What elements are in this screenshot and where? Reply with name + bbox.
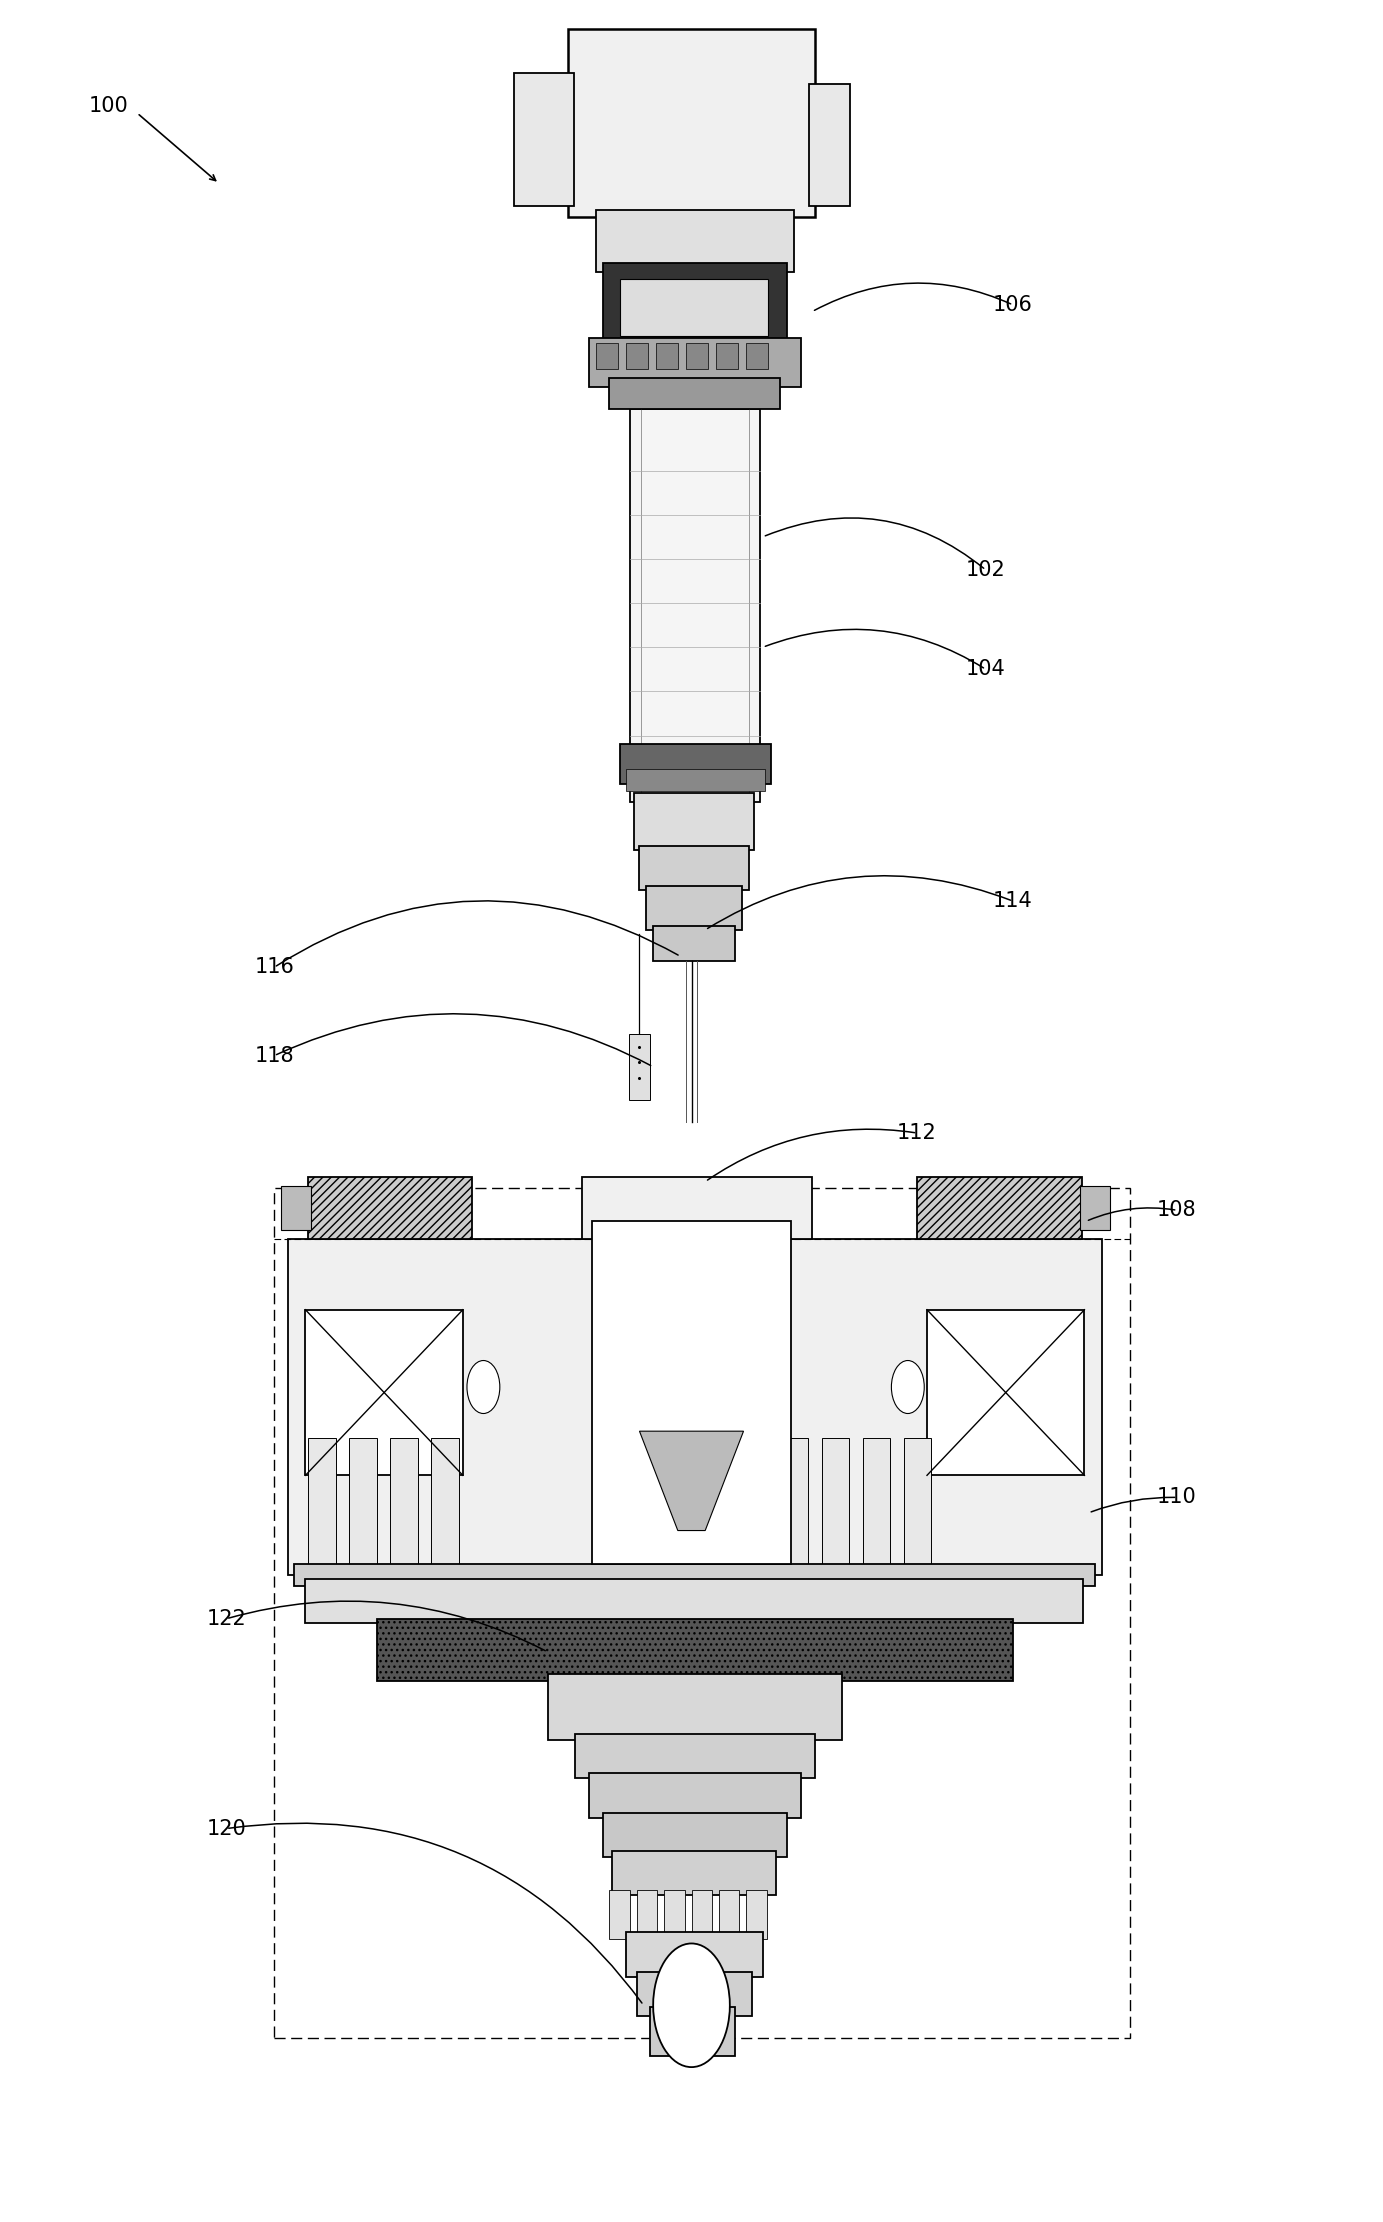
- Bar: [610, 378, 780, 409]
- Bar: [636, 1891, 657, 1940]
- Bar: [288, 1240, 1102, 1575]
- Bar: [917, 1178, 1082, 1240]
- Bar: [1080, 1187, 1111, 1231]
- Bar: [903, 1438, 931, 1571]
- Bar: [281, 1187, 311, 1231]
- Text: 112: 112: [896, 1122, 936, 1142]
- Text: 116: 116: [254, 958, 295, 978]
- Bar: [625, 1933, 762, 1978]
- Bar: [350, 1438, 376, 1571]
- Text: 118: 118: [254, 1047, 295, 1067]
- Bar: [716, 342, 739, 369]
- Bar: [603, 262, 787, 342]
- Bar: [613, 1851, 776, 1895]
- Bar: [306, 1580, 1083, 1624]
- Bar: [646, 887, 743, 931]
- Bar: [548, 1673, 842, 1740]
- Bar: [306, 1309, 463, 1475]
- Bar: [513, 73, 574, 207]
- Bar: [822, 1438, 849, 1571]
- Bar: [653, 927, 736, 960]
- Polygon shape: [639, 1431, 744, 1531]
- Bar: [664, 1891, 685, 1940]
- Bar: [621, 278, 768, 336]
- Bar: [656, 342, 678, 369]
- Bar: [747, 1891, 766, 1940]
- Bar: [633, 793, 755, 851]
- Text: 106: 106: [993, 296, 1033, 316]
- Bar: [274, 1189, 1130, 2038]
- Bar: [376, 1620, 1014, 1680]
- Text: 102: 102: [965, 560, 1005, 580]
- Bar: [295, 1564, 1095, 1587]
- Text: 110: 110: [1158, 1487, 1196, 1507]
- Text: 100: 100: [89, 96, 129, 116]
- Bar: [596, 211, 794, 271]
- Bar: [592, 1222, 791, 1564]
- Text: 108: 108: [1158, 1200, 1196, 1220]
- Bar: [431, 1438, 459, 1571]
- Bar: [780, 1438, 808, 1571]
- Bar: [809, 84, 851, 207]
- Bar: [589, 1773, 801, 1818]
- Bar: [686, 342, 708, 369]
- Bar: [629, 409, 759, 802]
- Bar: [589, 338, 801, 387]
- Bar: [568, 29, 815, 218]
- Bar: [308, 1178, 473, 1240]
- Bar: [639, 847, 750, 891]
- Bar: [625, 769, 765, 791]
- Circle shape: [892, 1360, 924, 1413]
- Bar: [719, 1891, 740, 1940]
- Bar: [650, 2006, 736, 2055]
- Bar: [636, 1973, 752, 2015]
- Circle shape: [653, 1944, 730, 2066]
- Circle shape: [467, 1360, 499, 1413]
- Bar: [625, 342, 647, 369]
- Text: 114: 114: [993, 891, 1033, 911]
- Bar: [596, 342, 618, 369]
- Text: 120: 120: [207, 1818, 246, 1838]
- Bar: [603, 1813, 787, 1858]
- Bar: [747, 342, 768, 369]
- Bar: [390, 1438, 418, 1571]
- Text: 104: 104: [965, 660, 1005, 680]
- Bar: [863, 1438, 891, 1571]
- Bar: [692, 1891, 712, 1940]
- Bar: [927, 1309, 1084, 1475]
- Bar: [628, 1033, 650, 1100]
- Bar: [621, 744, 770, 784]
- Bar: [610, 1891, 629, 1940]
- Bar: [308, 1438, 336, 1571]
- Bar: [582, 1178, 812, 1240]
- Bar: [575, 1733, 815, 1778]
- Text: 122: 122: [207, 1609, 246, 1629]
